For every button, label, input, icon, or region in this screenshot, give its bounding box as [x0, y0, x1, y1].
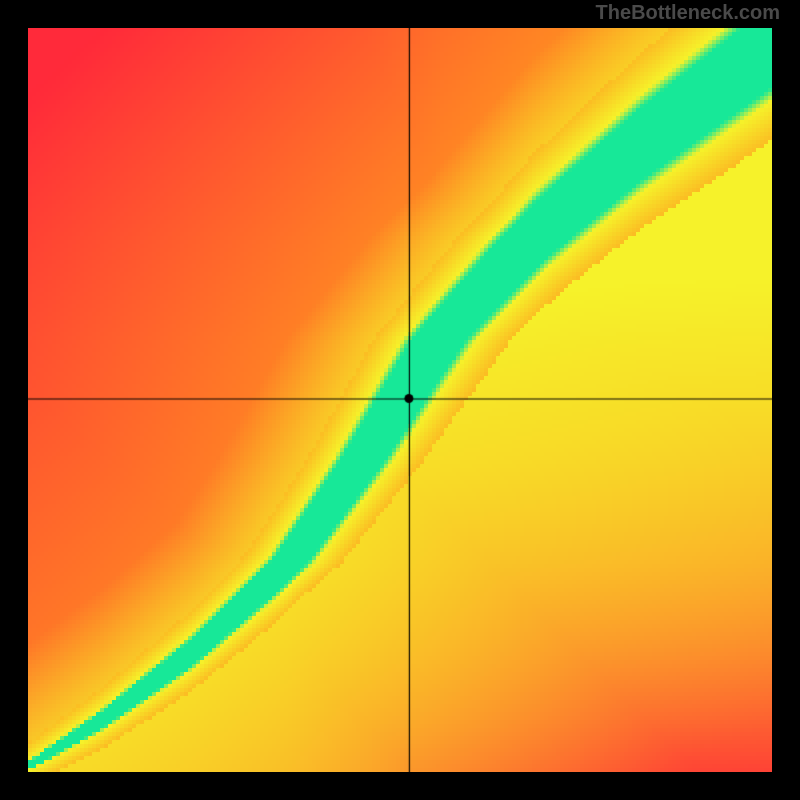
overlay-canvas	[28, 28, 772, 772]
watermark-text: TheBottleneck.com	[596, 2, 780, 25]
chart-container: TheBottleneck.com	[0, 0, 800, 800]
